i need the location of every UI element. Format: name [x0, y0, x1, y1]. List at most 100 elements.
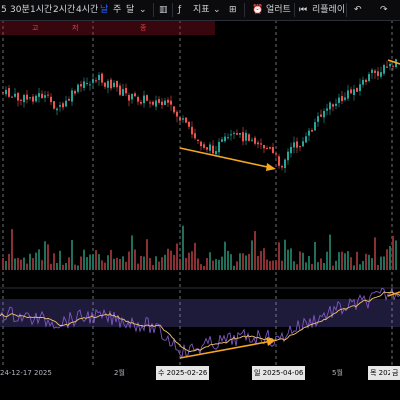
replay-icon[interactable]: ⏮ [299, 5, 308, 15]
indicators-button[interactable]: 지표 [193, 5, 210, 15]
volume-bar [188, 252, 190, 270]
candle-body [362, 79, 364, 85]
replay-button[interactable]: 리플레이 [312, 5, 346, 15]
volume-bar [272, 260, 274, 270]
candle-body [53, 101, 55, 109]
interval-30m[interactable]: 30분 [10, 5, 30, 15]
candle-body [389, 63, 391, 67]
interval-month[interactable]: 달 [126, 5, 135, 15]
candle-body [35, 95, 37, 102]
volume-bar [86, 257, 88, 270]
candle-body [50, 96, 52, 103]
interval-4h[interactable]: 4시간 [76, 5, 99, 15]
candle-body [272, 147, 274, 153]
time-axis[interactable]: 24-12-17 2025 2월 수 2025-02-26 일 2025-04-… [0, 366, 400, 380]
interval-1h[interactable]: 1시간 [30, 5, 53, 15]
candle-body [215, 151, 217, 155]
candle-body [212, 145, 214, 154]
volume-bar [20, 259, 22, 270]
volume-bar [254, 231, 256, 270]
volume-bar [104, 262, 106, 270]
volume-bar [332, 265, 334, 270]
volume-bar [59, 250, 61, 270]
volume-bar [287, 249, 289, 270]
volume-bar [137, 263, 139, 270]
candle-body [233, 132, 235, 134]
candle-body [281, 165, 283, 168]
volume-bar [314, 241, 316, 270]
candle-body [137, 96, 139, 102]
candle-body [320, 114, 322, 117]
volume-bar [2, 258, 4, 270]
alert-button[interactable]: 얼러트 [266, 5, 291, 15]
price-arrowhead [266, 163, 276, 171]
volume-bar [14, 258, 16, 270]
candle-body [161, 101, 163, 106]
candle-body [341, 96, 343, 102]
volume-bar [251, 240, 253, 270]
candle-body [116, 80, 118, 88]
candle-body [155, 100, 157, 107]
candle-body [80, 84, 82, 87]
candle-type-icon[interactable]: ▥ [159, 5, 168, 15]
candle-body [332, 104, 334, 107]
ohlc-low-label: 저 [72, 24, 79, 32]
candle-body [200, 141, 202, 147]
volume-bar [392, 235, 394, 270]
chevron-down-icon[interactable]: ⌄ [139, 5, 147, 15]
volume-bar [143, 256, 145, 270]
volume-bar [275, 260, 277, 270]
volume-bar [383, 256, 385, 270]
candle-body [344, 97, 346, 100]
time-axis-label: 5월 [332, 369, 343, 377]
layout-grid-icon[interactable]: ⊞ [229, 5, 237, 15]
undo-icon[interactable]: ↶ [354, 5, 362, 15]
volume-bar [350, 257, 352, 270]
interval-week[interactable]: 주 [113, 5, 122, 15]
candle-body [383, 64, 385, 74]
candle-body [140, 102, 142, 104]
candle-body [368, 74, 370, 81]
volume-bar [245, 255, 247, 270]
candle-body [188, 121, 190, 127]
volume-bar [395, 240, 397, 270]
interval-2h[interactable]: 2시간 [53, 5, 76, 15]
volume-bar [269, 261, 271, 270]
candle-body [41, 93, 43, 99]
volume-bar [80, 256, 82, 270]
interval-day[interactable]: 날 [100, 5, 109, 15]
indicators-icon[interactable]: ƒ [178, 5, 182, 15]
volume-bar [62, 264, 64, 270]
candle-body [206, 147, 208, 150]
volume-bar [95, 250, 97, 270]
interval-5[interactable]: 5 [1, 5, 7, 15]
time-axis-label: 2025 [34, 369, 52, 377]
candle-body [203, 144, 205, 148]
redo-icon[interactable]: ↷ [380, 5, 388, 15]
candle-body [248, 134, 250, 141]
volume-bar [341, 251, 343, 270]
ohlc-legend: 고 저 종 [0, 21, 215, 35]
volume-bar [167, 248, 169, 270]
volume-bar [242, 253, 244, 270]
time-axis-label: 24-12-17 [0, 369, 32, 377]
candle-body [101, 73, 103, 83]
candle-body [2, 92, 4, 94]
candle-body [83, 81, 85, 88]
candle-body [134, 93, 136, 97]
volume-bar [35, 252, 37, 270]
volume-bar [11, 229, 13, 270]
volume-bar [122, 256, 124, 270]
volume-bar [377, 264, 379, 270]
candle-body [221, 139, 223, 142]
alarm-clock-icon[interactable]: ⏰ [252, 5, 264, 15]
candle-body [98, 74, 100, 80]
volume-bar [92, 254, 94, 270]
candle-body [56, 108, 58, 111]
volume-bar [98, 254, 100, 270]
chevron-down-icon[interactable]: ⌄ [213, 5, 221, 15]
volume-bar [149, 258, 151, 270]
volume-bar [110, 249, 112, 270]
candle-body [20, 99, 22, 101]
